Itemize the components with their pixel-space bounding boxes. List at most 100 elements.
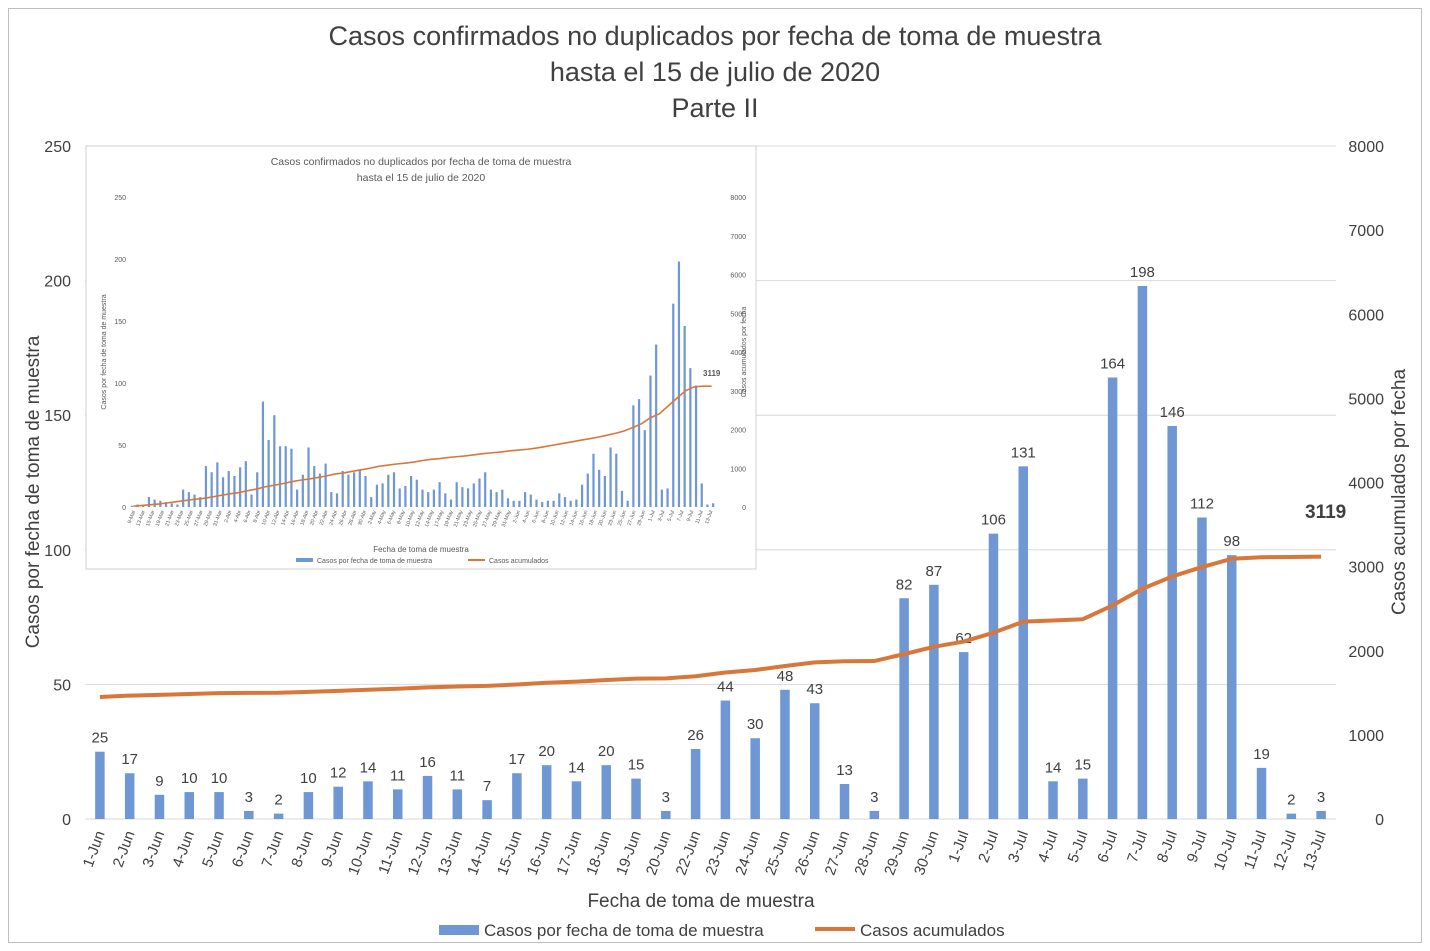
x-tick-label: 8-Jun <box>288 829 317 870</box>
final-cumulative-label: 3119 <box>1305 502 1346 523</box>
bar <box>512 773 522 819</box>
x-tick-label: 13-Jul <box>1300 829 1330 873</box>
x-tick-label: 28-Jun <box>851 829 883 878</box>
cumulative-line <box>99 554 1322 700</box>
inset-y2-title: Casos acumulados por fecha <box>741 307 748 398</box>
inset-bar <box>438 482 441 507</box>
data-label: 15 <box>628 757 645 774</box>
inset-bar <box>683 325 686 507</box>
data-label: 146 <box>1160 404 1185 421</box>
x-tick-label: 19-Jun <box>613 829 645 878</box>
inset-bar <box>694 385 698 507</box>
inset-x-tick: 6-May <box>386 509 397 525</box>
inset-y-tick: 150 <box>114 319 126 326</box>
inset-bar <box>239 467 242 507</box>
y-tick-label: 150 <box>44 408 71 425</box>
inset-bar <box>689 368 692 507</box>
x-tick-label: 22-Jun <box>673 829 705 878</box>
x-tick-label: 14-Jun <box>464 829 496 878</box>
data-label: 20 <box>598 743 615 760</box>
y2-tick-label: 0 <box>1375 812 1384 829</box>
bar <box>661 810 671 819</box>
inset-bar <box>541 502 544 507</box>
inset-y-tick: 0 <box>122 505 126 512</box>
data-label: 10 <box>211 770 228 787</box>
y-tick-label: 200 <box>44 274 71 291</box>
inset-x-tick: 29-May <box>491 509 503 528</box>
inset-x-tick: 10-May <box>405 509 417 528</box>
inset-bar <box>603 476 606 507</box>
inset-x-tick: 31-May <box>501 509 513 528</box>
inset-y2-tick: 0 <box>742 505 746 512</box>
data-label: 25 <box>92 730 109 747</box>
inset-x-tick: 29-Jun <box>636 510 647 527</box>
legend: Casos por fecha de toma de muestra Casos… <box>439 921 1005 940</box>
inset-bar <box>284 446 287 507</box>
inset-bar <box>706 504 709 507</box>
bar <box>1018 466 1028 819</box>
x-tick-label: 3-Jul <box>1005 829 1032 865</box>
inset-bar <box>153 499 156 507</box>
inset-bar <box>501 489 504 507</box>
x-tick-label: 1-Jul <box>945 829 972 865</box>
inset-x-tick: 25-May <box>472 509 484 528</box>
inset-x-tick: 12-May <box>414 509 426 528</box>
inset-line <box>133 385 712 508</box>
inset-bar <box>147 497 151 507</box>
inset-bar <box>335 493 339 507</box>
inset-x-tick: 20-Jun <box>598 510 609 527</box>
bar <box>541 765 552 819</box>
inset-bar <box>182 489 185 507</box>
bar <box>303 792 314 819</box>
inset-bar <box>142 505 145 507</box>
x-tick-label: 11-Jul <box>1241 829 1271 872</box>
inset-x-tick: 2-Jun <box>512 510 522 524</box>
inset-x-tick: 2-Abr <box>223 509 233 523</box>
data-label: 26 <box>687 727 704 744</box>
inset-bar <box>347 474 350 507</box>
inset-x-tick: 26-Abr <box>338 509 349 526</box>
x-tick-label: 15-Jun <box>494 829 526 878</box>
inset-bar <box>193 494 196 507</box>
inset-x-tick: 5-Jul <box>667 510 676 523</box>
inset-x-tick: 8-Jun <box>541 510 551 524</box>
bar <box>1078 778 1088 819</box>
inset-bar <box>170 503 173 507</box>
inset-bar <box>449 499 453 507</box>
inset-bar <box>164 502 168 507</box>
bar <box>273 813 284 819</box>
inset-bar <box>495 492 498 507</box>
data-label: 48 <box>777 668 794 685</box>
y2-tick-label: 3000 <box>1348 560 1384 577</box>
chart-frame: Casos confirmados no duplicados por fech… <box>8 8 1422 943</box>
inset-bar <box>586 473 589 507</box>
inset-bar <box>210 472 213 507</box>
inset-bar <box>512 500 515 507</box>
data-label: 82 <box>896 576 913 593</box>
x-tick-label: 3-Jun <box>139 829 168 870</box>
bar <box>899 598 909 819</box>
inset-x-tick: 24-Abr <box>328 509 339 526</box>
data-label: 43 <box>806 681 823 698</box>
inset-bar <box>523 492 527 507</box>
x-tick-label: 2-Jul <box>975 829 1002 865</box>
inset-bar <box>404 485 407 507</box>
inset-bar <box>330 492 333 507</box>
inset-x-tick: 14-May <box>424 509 436 528</box>
y2-tick-label: 2000 <box>1348 644 1384 661</box>
data-label: 17 <box>509 751 526 768</box>
bar <box>1167 425 1177 819</box>
inset-bar <box>478 478 481 507</box>
inset-y2-tick: 7000 <box>730 234 746 241</box>
inset-bar <box>484 472 487 507</box>
x-tick-label: 9-Jun <box>318 829 347 870</box>
inset-x-tick: 9-Mar <box>127 509 137 524</box>
inset-bar <box>712 503 715 507</box>
inset-bar <box>461 487 464 507</box>
data-label: 9 <box>155 773 163 790</box>
inset-x-tick: 18-Abr <box>299 509 310 526</box>
inset-bar <box>444 493 447 507</box>
inset-x-tick: 1-Jul <box>647 510 656 523</box>
inset-bar <box>392 472 396 507</box>
x-tick-label: 13-Jun <box>434 829 466 878</box>
